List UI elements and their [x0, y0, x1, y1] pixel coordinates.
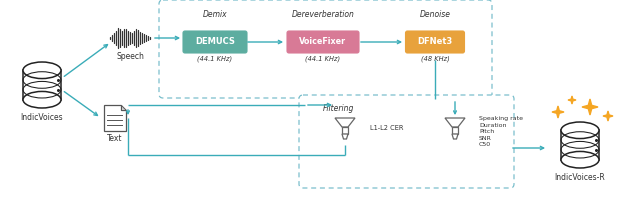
Text: DEMUCS: DEMUCS [195, 38, 235, 46]
Text: DFNet3: DFNet3 [417, 38, 452, 46]
Polygon shape [603, 111, 613, 121]
Polygon shape [342, 127, 348, 134]
Text: (44.1 KHz): (44.1 KHz) [197, 55, 232, 62]
Ellipse shape [23, 91, 61, 108]
Text: (44.1 KHz): (44.1 KHz) [305, 55, 340, 62]
Polygon shape [104, 105, 126, 131]
Polygon shape [335, 118, 355, 127]
Polygon shape [445, 118, 465, 127]
Text: Demix: Demix [203, 10, 227, 19]
Ellipse shape [23, 62, 61, 79]
FancyBboxPatch shape [159, 0, 492, 98]
Text: Denoise: Denoise [419, 10, 451, 19]
FancyBboxPatch shape [406, 31, 465, 53]
Text: L1-L2 CER: L1-L2 CER [370, 125, 403, 131]
Ellipse shape [561, 151, 599, 168]
Polygon shape [552, 106, 564, 118]
Text: IndicVoices-R: IndicVoices-R [555, 173, 605, 182]
FancyBboxPatch shape [183, 31, 247, 53]
FancyBboxPatch shape [561, 130, 599, 160]
Text: IndicVoices: IndicVoices [20, 113, 63, 122]
Polygon shape [452, 127, 458, 134]
Text: Speaking rate
Duration
Pitch
SNR
C50: Speaking rate Duration Pitch SNR C50 [479, 116, 523, 147]
Text: Filtering: Filtering [323, 104, 355, 113]
FancyBboxPatch shape [287, 31, 359, 53]
Ellipse shape [561, 122, 599, 139]
Text: Speech: Speech [116, 52, 144, 61]
Polygon shape [582, 99, 598, 115]
FancyBboxPatch shape [299, 95, 514, 188]
Polygon shape [568, 96, 576, 104]
Text: VoiceFixer: VoiceFixer [300, 38, 347, 46]
Polygon shape [121, 105, 126, 110]
Polygon shape [342, 134, 348, 139]
FancyBboxPatch shape [23, 70, 61, 100]
Polygon shape [452, 134, 458, 139]
Text: (48 KHz): (48 KHz) [420, 55, 449, 62]
Text: Dereverberation: Dereverberation [292, 10, 355, 19]
Text: Text: Text [108, 134, 123, 143]
